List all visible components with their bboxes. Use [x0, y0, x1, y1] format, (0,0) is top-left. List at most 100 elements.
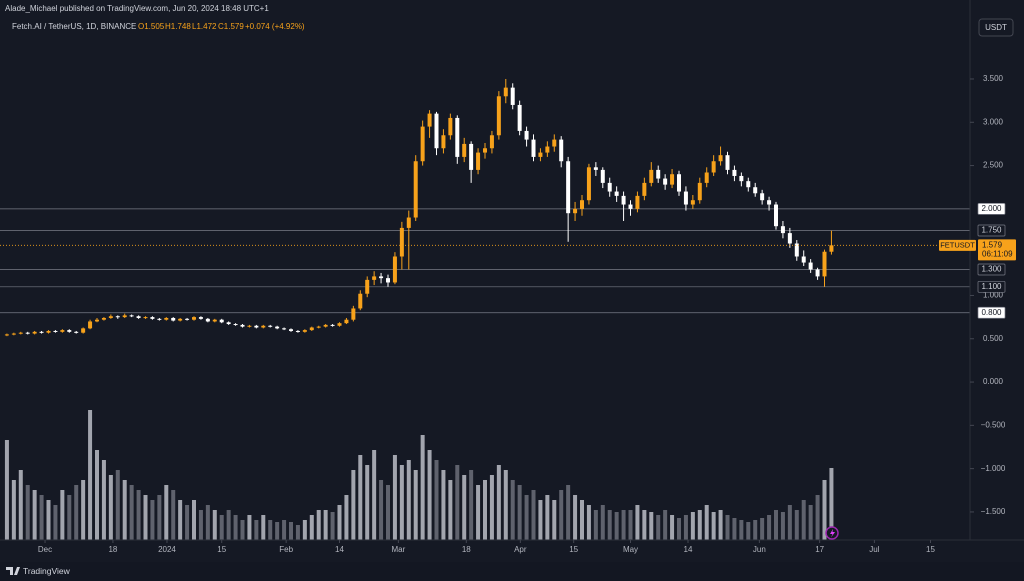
volume-bar: [358, 455, 363, 540]
volume-bar: [642, 510, 647, 540]
volume-bar: [372, 450, 377, 540]
ohlc-low: L1.472: [192, 22, 217, 31]
volume-bar: [496, 465, 501, 540]
candle-body: [233, 324, 238, 326]
volume-bar: [670, 515, 675, 540]
candle-body: [406, 217, 411, 228]
volume-bar: [60, 490, 65, 540]
alert-icon[interactable]: [825, 526, 839, 540]
volume-bar: [178, 500, 183, 540]
candle-body: [794, 243, 799, 257]
volume-bar: [580, 500, 584, 540]
volume-bar: [649, 512, 654, 540]
candle-body: [760, 193, 765, 201]
candle-body: [81, 328, 86, 333]
volume-bar: [46, 500, 51, 540]
candle-body: [60, 330, 65, 332]
volume-bar: [88, 410, 93, 540]
volume-bar: [524, 495, 529, 540]
volume-bar: [4, 440, 9, 540]
candle-body: [586, 167, 591, 201]
volume-bar: [829, 468, 834, 540]
volume-bar: [711, 512, 716, 540]
volume-bar: [365, 465, 370, 540]
volume-bar: [399, 465, 404, 540]
candle-body: [261, 325, 266, 328]
candle-body: [212, 319, 217, 322]
volume-bar: [81, 480, 86, 540]
volume-bar: [808, 505, 813, 540]
candle-body: [205, 318, 210, 322]
candle-body: [753, 187, 758, 194]
candle-body: [240, 324, 245, 327]
volume-bar: [566, 485, 571, 540]
alert-bolt[interactable]: [830, 529, 835, 538]
volume-bar: [11, 480, 16, 540]
volume-bar: [392, 455, 397, 540]
currency-button[interactable]: [978, 18, 1014, 37]
x-tick-label: Jun: [753, 545, 766, 554]
volume-bar: [136, 490, 141, 540]
volume-bar: [767, 515, 772, 540]
candle-body: [455, 117, 460, 157]
volume-bar: [157, 495, 162, 540]
volume-bar: [261, 515, 266, 540]
volume-bar: [268, 520, 273, 540]
candle-body: [448, 117, 453, 136]
candle-body: [295, 330, 300, 332]
candle-body: [427, 113, 432, 127]
candle-body: [635, 195, 640, 209]
volume-bar: [503, 470, 508, 540]
x-tick-label: 15: [926, 545, 935, 554]
candle-body: [441, 135, 446, 149]
volume-bar: [164, 485, 169, 540]
volume-bar: [753, 520, 758, 540]
currency-label[interactable]: USDT: [985, 23, 1007, 32]
candle-body: [399, 227, 404, 257]
candle-body: [697, 182, 702, 201]
candle-body: [25, 332, 30, 334]
volume-bar: [815, 495, 820, 540]
candle-body: [316, 326, 321, 328]
candle-body: [67, 330, 72, 332]
candle-body: [101, 317, 106, 320]
candle-body: [531, 139, 536, 157]
candle-body: [150, 317, 155, 319]
candle-body: [337, 323, 342, 326]
candle-body: [663, 178, 668, 185]
candle-body: [483, 148, 487, 153]
candle-body: [614, 191, 619, 196]
candle-body: [11, 333, 16, 335]
y-tick-label: 2.500: [983, 161, 1004, 170]
volume-bar: [192, 500, 196, 540]
candle-body: [122, 315, 127, 318]
volume-bar: [344, 495, 349, 540]
y-tick-label: 0.000: [983, 377, 1004, 386]
volume-bar: [282, 520, 287, 540]
volume-bar: [628, 510, 633, 540]
volume-bar: [614, 512, 619, 540]
x-tick-label: 15: [569, 545, 578, 554]
candle-body: [780, 226, 785, 234]
x-tick-label: 18: [108, 545, 117, 554]
candle-body: [247, 325, 252, 327]
ohlc-open: O1.505: [138, 22, 165, 31]
y-tick-label: 3.000: [983, 117, 1004, 126]
volume-bar: [462, 475, 467, 540]
candle-body: [46, 330, 51, 333]
candle-body: [593, 167, 598, 170]
candle-body: [198, 317, 203, 319]
y-tick-label: 0.500: [983, 334, 1004, 343]
candle-body: [372, 276, 377, 280]
volume-bar: [150, 500, 155, 540]
brand-name: TradingView: [23, 566, 71, 576]
volume-bar: [455, 465, 460, 540]
candle-body: [670, 174, 675, 185]
volume-bar: [704, 505, 709, 540]
x-tick-label: Feb: [279, 545, 293, 554]
volume-bar: [739, 520, 744, 540]
candle-body: [95, 319, 99, 322]
candle-body: [476, 152, 481, 170]
volume-bar: [351, 470, 356, 540]
